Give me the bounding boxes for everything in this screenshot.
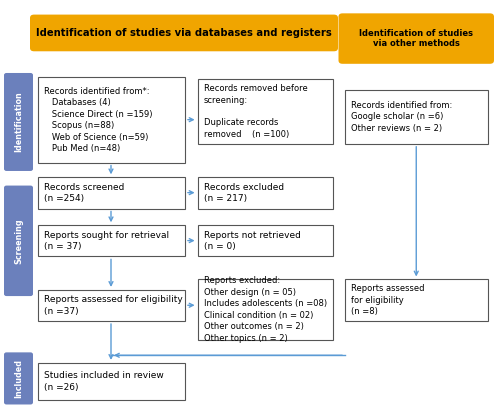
- FancyBboxPatch shape: [30, 15, 338, 51]
- Text: Included: Included: [14, 359, 23, 398]
- Text: Records removed before
screening:

Duplicate records
removed    (n =100): Records removed before screening: Duplic…: [204, 84, 307, 139]
- FancyBboxPatch shape: [4, 186, 33, 296]
- Text: Reports assessed
for eligibility
(n =8): Reports assessed for eligibility (n =8): [351, 284, 424, 316]
- Text: Records excluded
(n = 217): Records excluded (n = 217): [204, 183, 284, 203]
- Bar: [38, 77, 185, 163]
- Text: Records identified from:
Google scholar (n =6)
Other reviews (n = 2): Records identified from: Google scholar …: [351, 101, 452, 133]
- FancyBboxPatch shape: [338, 13, 494, 64]
- Text: Reports sought for retrieval
(n = 37): Reports sought for retrieval (n = 37): [44, 231, 168, 251]
- Bar: [198, 79, 332, 144]
- Text: Records screened
(n =254): Records screened (n =254): [44, 183, 124, 203]
- Text: Screening: Screening: [14, 218, 23, 264]
- Text: Reports assessed for eligibility
(n =37): Reports assessed for eligibility (n =37): [44, 295, 182, 316]
- Text: Identification of studies
via other methods: Identification of studies via other meth…: [359, 29, 473, 48]
- FancyBboxPatch shape: [4, 352, 33, 404]
- Bar: [38, 177, 185, 208]
- Text: Records identified from*:
   Databases (4)
   Science Direct (n =159)
   Scopus : Records identified from*: Databases (4) …: [44, 87, 152, 153]
- Text: Identification: Identification: [14, 92, 23, 152]
- Bar: [198, 225, 332, 256]
- Bar: [198, 177, 332, 208]
- Text: Studies included in review
(n =26): Studies included in review (n =26): [44, 371, 163, 392]
- Bar: [38, 225, 185, 256]
- Text: Reports excluded:
Other design (n = 05)
Includes adolescents (n =08)
Clinical co: Reports excluded: Other design (n = 05) …: [204, 276, 326, 343]
- Text: Reports not retrieved
(n = 0): Reports not retrieved (n = 0): [204, 231, 300, 251]
- Text: Identification of studies via databases and registers: Identification of studies via databases …: [36, 28, 332, 38]
- Bar: [38, 290, 185, 321]
- Bar: [345, 90, 488, 144]
- Bar: [198, 279, 332, 340]
- Bar: [345, 279, 488, 321]
- FancyBboxPatch shape: [4, 73, 33, 171]
- Bar: [38, 363, 185, 400]
